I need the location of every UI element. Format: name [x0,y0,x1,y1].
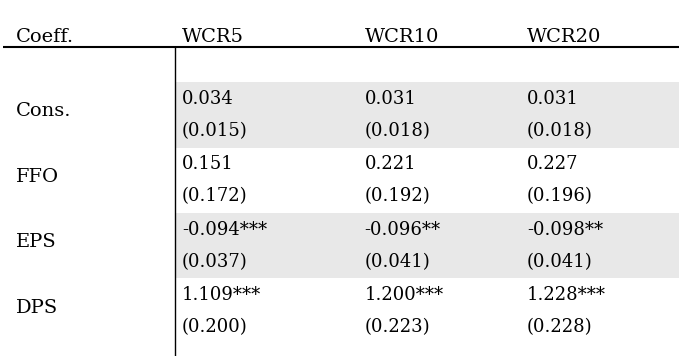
Text: 1.109***: 1.109*** [182,286,261,304]
Text: 0.151: 0.151 [182,155,234,173]
Bar [175,213,679,279]
Text: (0.200): (0.200) [182,318,248,336]
Text: WCR20: WCR20 [527,28,602,46]
Text: (0.015): (0.015) [182,122,248,140]
Text: (0.041): (0.041) [527,253,593,271]
Text: 0.031: 0.031 [365,90,417,108]
Text: (0.223): (0.223) [365,318,430,336]
Bar [175,82,679,148]
Text: WCR5: WCR5 [182,28,244,46]
Text: 1.228***: 1.228*** [527,286,606,304]
Text: -0.094***: -0.094*** [182,221,267,239]
Text: 1.200***: 1.200*** [365,286,444,304]
Text: EPS: EPS [16,233,57,251]
Text: (0.018): (0.018) [527,122,593,140]
Text: -0.096**: -0.096** [365,221,441,239]
Text: WCR10: WCR10 [365,28,439,46]
Text: (0.192): (0.192) [365,187,430,205]
Text: Coeff.: Coeff. [16,28,74,46]
Text: 0.034: 0.034 [182,90,234,108]
Text: (0.172): (0.172) [182,187,248,205]
Text: 0.221: 0.221 [365,155,416,173]
Text: FFO: FFO [16,168,59,186]
Text: -0.098**: -0.098** [527,221,603,239]
Text: (0.041): (0.041) [365,253,430,271]
Text: (0.037): (0.037) [182,253,248,271]
Text: 0.227: 0.227 [527,155,578,173]
Text: (0.228): (0.228) [527,318,593,336]
Text: (0.018): (0.018) [365,122,430,140]
Text: 0.031: 0.031 [527,90,579,108]
Text: DPS: DPS [16,299,59,317]
Text: Cons.: Cons. [16,102,72,121]
Text: (0.196): (0.196) [527,187,593,205]
